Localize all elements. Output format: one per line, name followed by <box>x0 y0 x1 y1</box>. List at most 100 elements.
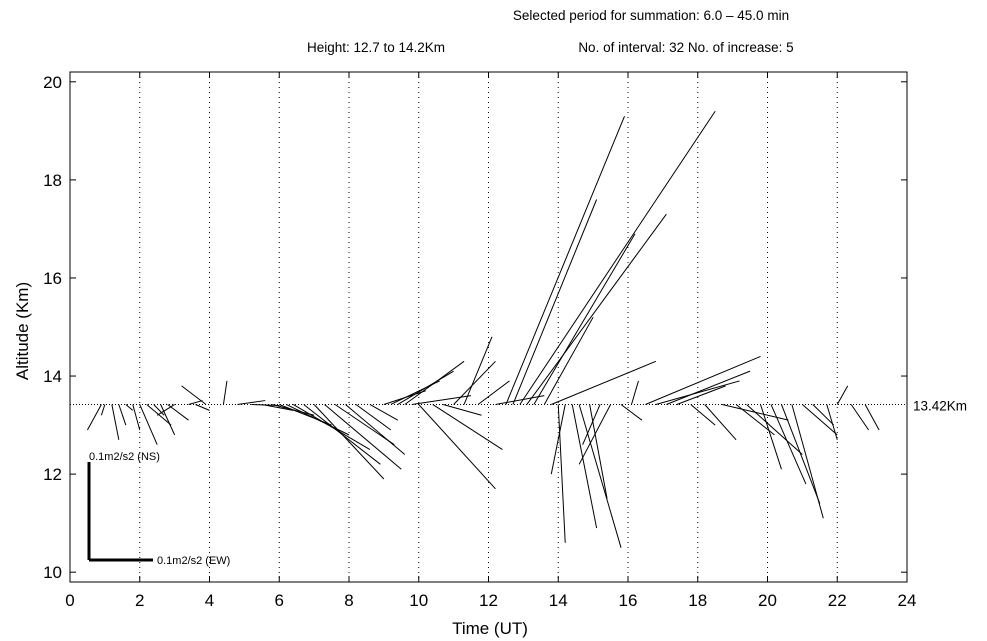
y-tick-label-1: 12 <box>43 465 62 484</box>
vector-9 <box>160 404 176 436</box>
vector-53 <box>589 404 608 499</box>
vector-3 <box>118 404 127 426</box>
vector-66 <box>746 404 803 455</box>
x-tick-label-2: 4 <box>205 591 214 610</box>
vector-57 <box>631 380 639 405</box>
vector-18 <box>261 403 294 411</box>
vector-38 <box>453 360 496 405</box>
reference-altitude-label: 13.42Km <box>913 398 967 413</box>
vertical-grid <box>139 72 838 582</box>
vector-14 <box>181 385 207 405</box>
vector-67 <box>760 404 782 470</box>
vector-series <box>86 110 880 548</box>
x-tick-label-6: 12 <box>479 591 498 610</box>
vector-44 <box>519 110 716 405</box>
vector-35 <box>418 404 496 490</box>
vector-6 <box>139 404 158 445</box>
vector-50 <box>550 404 566 475</box>
scale-legend: 0.1m2/s2 (NS) 0.1m2/s2 (EW) <box>87 451 230 567</box>
x-tick-label-9: 18 <box>688 591 707 610</box>
height-range-text: Height: 12.7 to 14.2Km <box>307 40 445 55</box>
reference-altitude-group: 13.42Km <box>70 398 967 413</box>
vector-22 <box>292 404 371 451</box>
x-tick-label-7: 14 <box>549 591 568 610</box>
summation-period-text: Selected period for summation: 6.0 – 45.… <box>513 8 789 23</box>
x-tick-label-5: 10 <box>409 591 428 610</box>
vector-65 <box>735 404 775 436</box>
x-tick-label-10: 20 <box>758 591 777 610</box>
vector-54 <box>582 404 601 445</box>
vector-60 <box>666 370 751 405</box>
vector-61 <box>676 385 726 405</box>
vector-43 <box>512 199 598 405</box>
y-tick-label-2: 14 <box>43 367 62 386</box>
vector-12 <box>188 400 203 405</box>
vector-29 <box>369 404 399 421</box>
x-tick-labels: 0 2 4 6 8 10 12 14 16 18 20 22 24 <box>65 591 916 610</box>
vector-71 <box>802 404 838 436</box>
vector-2 <box>111 404 120 440</box>
x-tick-label-11: 22 <box>828 591 847 610</box>
vector-42 <box>505 115 625 405</box>
vector-15 <box>222 380 228 405</box>
x-tick-label-8: 16 <box>619 591 638 610</box>
vector-1 <box>100 404 106 416</box>
vector-5 <box>132 404 141 431</box>
ew-scale-label: 0.1m2/s2 (EW) <box>157 555 230 567</box>
vector-68 <box>770 404 807 485</box>
y-tick-label-0: 10 <box>43 563 62 582</box>
vector-59 <box>655 380 740 405</box>
vector-4 <box>125 404 134 411</box>
vector-74 <box>836 385 849 405</box>
vector-39 <box>463 336 493 405</box>
vector-33 <box>404 360 465 405</box>
vector-63 <box>704 404 737 441</box>
axis-ticks <box>69 72 908 582</box>
vector-47 <box>543 316 594 405</box>
x-axis-label: Time (UT) <box>452 619 528 638</box>
vector-75 <box>850 404 870 431</box>
y-tick-label-3: 16 <box>43 269 62 288</box>
y-tick-labels: 10 12 14 16 18 20 <box>43 73 62 582</box>
vector-76 <box>864 404 880 431</box>
vector-70 <box>791 404 824 519</box>
vector-72 <box>812 404 835 426</box>
y-axis-label: Altitude (Km) <box>13 282 32 380</box>
x-tick-label-3: 6 <box>275 591 284 610</box>
x-tick-label-0: 0 <box>65 591 74 610</box>
vector-45 <box>526 213 667 405</box>
vector-55 <box>578 404 612 465</box>
x-tick-label-12: 24 <box>898 591 917 610</box>
vector-36 <box>432 404 503 451</box>
vector-0 <box>86 404 102 431</box>
vector-7 <box>146 404 172 426</box>
x-tick-label-4: 8 <box>344 591 353 610</box>
vector-46 <box>533 233 636 405</box>
vector-52 <box>578 404 622 548</box>
vector-49 <box>557 404 566 543</box>
vector-40 <box>477 380 510 405</box>
vector-69 <box>780 404 821 504</box>
x-tick-label-1: 2 <box>135 591 144 610</box>
y-tick-label-4: 18 <box>43 171 62 190</box>
vector-16 <box>237 400 266 405</box>
vector-21 <box>286 404 350 436</box>
vector-28 <box>355 404 392 431</box>
vector-37 <box>443 403 482 416</box>
vector-32 <box>397 370 454 405</box>
vector-11 <box>156 404 175 416</box>
y-tick-label-5: 20 <box>43 73 62 92</box>
vector-25 <box>324 404 402 470</box>
vector-27 <box>345 404 406 455</box>
vector-58 <box>645 355 761 405</box>
vector-51 <box>571 404 598 529</box>
vector-24 <box>313 404 385 480</box>
vector-8 <box>153 404 165 416</box>
vector-13 <box>195 404 210 411</box>
vector-41 <box>495 395 545 405</box>
vector-73 <box>826 404 838 440</box>
vector-48 <box>551 360 657 405</box>
vector-56 <box>620 404 643 421</box>
